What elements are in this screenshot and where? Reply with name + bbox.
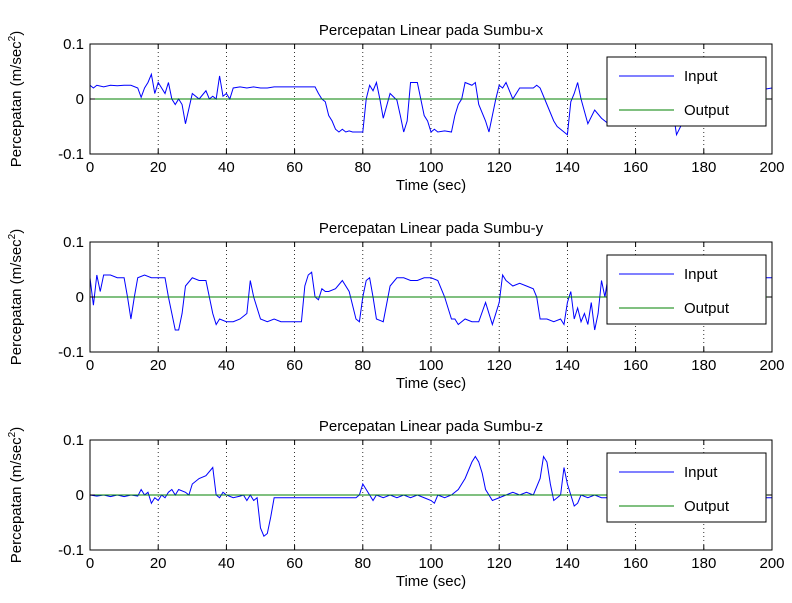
x-tick-label: 120 — [487, 357, 512, 374]
subplot-3: 0 20 40 60 80 100 120 140 160 180 200-0.100.1Perce… — [7, 418, 785, 590]
y-tick-label: 0.1 — [63, 36, 84, 53]
legend: Input Output — [606, 56, 767, 127]
series-line-input — [90, 271, 772, 331]
legend-label-output: Output — [684, 102, 730, 119]
y-axis-label-superscript: 2 — [7, 431, 18, 437]
y-axis-label-superscript: 2 — [7, 233, 18, 239]
x-axis-label: Time (sec) — [396, 177, 466, 194]
x-tick-label: 140 — [555, 555, 580, 572]
chart-title: Percepatan Linear pada Sumbu-z — [319, 418, 543, 435]
x-tick-label: 200 — [759, 555, 784, 572]
x-tick-label: 60 — [286, 555, 303, 572]
chart-title: Percepatan Linear pada Sumbu-x — [319, 22, 544, 39]
x-tick-label: 80 — [354, 159, 371, 176]
x-tick-label: 180 — [691, 159, 716, 176]
x-tick-label: 140 — [555, 159, 580, 176]
x-tick-label: 100 — [418, 357, 443, 374]
x-tick-label: 20 — [150, 159, 167, 176]
y-tick-label: 0 — [76, 91, 84, 108]
x-tick-label: 80 — [354, 357, 371, 374]
legend-label-input: Input — [684, 68, 718, 85]
y-axis-label-end: ) — [8, 427, 25, 432]
x-tick-label: 200 — [759, 357, 784, 374]
x-tick-label: 160 — [623, 555, 648, 572]
x-tick-label: 120 — [487, 555, 512, 572]
x-tick-label: 0 — [86, 357, 94, 374]
y-tick-label: 0 — [76, 289, 84, 306]
y-tick-label: 0 — [76, 487, 84, 504]
x-tick-label: 140 — [555, 357, 580, 374]
y-axis-label: Percepatan (m/sec2) — [7, 31, 25, 167]
y-axis-label-superscript: 2 — [7, 35, 18, 41]
legend-label-input: Input — [684, 266, 718, 283]
x-tick-label: 100 — [418, 555, 443, 572]
subplot-2: 0 20 40 60 80 100 120 140 160 180 200-0.100.1Perce… — [7, 220, 785, 392]
y-tick-label: -0.1 — [58, 542, 84, 559]
x-tick-label: 20 — [150, 357, 167, 374]
y-tick-label: 0.1 — [63, 432, 84, 449]
x-tick-label: 80 — [354, 555, 371, 572]
legend-box — [606, 452, 767, 523]
y-tick-label: 0.1 — [63, 234, 84, 251]
subplot-1: 0 20 40 60 80 100 120 140 160 180 200-0.100.1Perce… — [7, 22, 785, 194]
x-tick-label: 100 — [418, 159, 443, 176]
legend: Input Output — [606, 254, 767, 325]
x-tick-label: 40 — [218, 159, 235, 176]
y-axis-label-main: Percepatan (m/sec — [8, 437, 25, 563]
x-tick-label: 40 — [218, 357, 235, 374]
x-tick-label: 40 — [218, 555, 235, 572]
x-tick-label: 180 — [691, 357, 716, 374]
y-axis-label: Percepatan (m/sec2) — [7, 229, 25, 365]
x-tick-label: 180 — [691, 555, 716, 572]
legend-label-input: Input — [684, 464, 718, 481]
y-tick-label: -0.1 — [58, 146, 84, 163]
x-tick-label: 0 — [86, 159, 94, 176]
y-axis-label: Percepatan (m/sec2) — [7, 427, 25, 563]
x-tick-label: 60 — [286, 357, 303, 374]
y-tick-label: -0.1 — [58, 344, 84, 361]
y-axis-label-end: ) — [8, 229, 25, 234]
y-axis-label-main: Percepatan (m/sec — [8, 239, 25, 365]
x-tick-label: 200 — [759, 159, 784, 176]
legend: Input Output — [606, 452, 767, 523]
legend-label-output: Output — [684, 300, 730, 317]
x-tick-label: 20 — [150, 555, 167, 572]
x-axis-label: Time (sec) — [396, 375, 466, 392]
x-tick-label: 160 — [623, 357, 648, 374]
chart-title: Percepatan Linear pada Sumbu-y — [319, 220, 544, 237]
legend-box — [606, 56, 767, 127]
x-tick-label: 60 — [286, 159, 303, 176]
series-line-input — [90, 455, 772, 538]
x-tick-label: 160 — [623, 159, 648, 176]
x-axis-label: Time (sec) — [396, 573, 466, 590]
x-tick-label: 120 — [487, 159, 512, 176]
legend-label-output: Output — [684, 498, 730, 515]
y-axis-label-main: Percepatan (m/sec — [8, 41, 25, 167]
x-tick-label: 0 — [86, 555, 94, 572]
legend-box — [606, 254, 767, 325]
y-axis-label-end: ) — [8, 31, 25, 36]
